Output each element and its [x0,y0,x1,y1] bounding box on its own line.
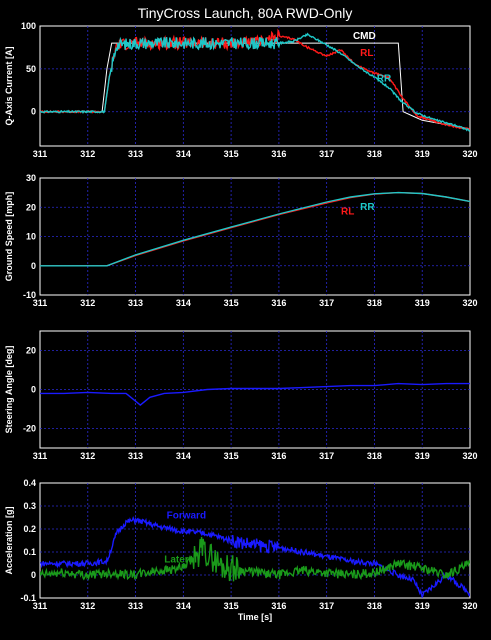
x-tick-label: 319 [415,149,430,159]
series-line-lateral [40,536,470,582]
x-tick-label: 316 [271,298,286,308]
x-tick-label: 314 [176,451,191,461]
series-line-rr [40,32,470,132]
y-tick-label: 100 [21,21,36,31]
x-tick-label: 311 [33,451,48,461]
y-axis-label: Q-Axis Current [A] [4,46,14,125]
x-tick-label: 316 [271,601,286,611]
plot-frame [39,482,471,599]
x-axis-label: Time [s] [238,612,272,622]
series-annotation: Forward [167,511,206,522]
x-tick-label: 320 [462,451,477,461]
x-tick-label: 313 [128,601,143,611]
x-tick-label: 317 [319,451,334,461]
x-tick-label: 318 [367,601,382,611]
y-tick-label: 10 [26,232,36,242]
series-annotation: RL [360,48,373,59]
y-tick-label: 0.3 [23,501,36,511]
y-tick-label: -20 [23,424,36,434]
x-tick-label: 319 [415,451,430,461]
y-tick-label: -10 [23,290,36,300]
x-tick-label: 311 [33,601,48,611]
y-tick-label: 20 [26,346,36,356]
panel-1: 311 312 313 314 315 316 317 318 319 320 0 50 100 Q-Ax… [4,21,478,159]
y-tick-label: 0.1 [23,547,36,557]
x-tick-label: 319 [415,298,430,308]
x-tick-label: 312 [80,451,95,461]
panel-4: 311 312 313 314 315 316 317 318 319 320 -0.1 0 0.1 0.… [4,478,478,622]
x-tick-label: 313 [128,451,143,461]
plots: 311 312 313 314 315 316 317 318 319 320050100Q-Ax… [4,21,478,622]
y-tick-label: 0 [31,385,36,395]
x-tick-label: 317 [319,298,334,308]
y-tick-label: 20 [26,202,36,212]
x-tick-label: 311 [33,298,48,308]
x-tick-label: 320 [462,149,477,159]
panel-2: 311 312 313 314 315 316 317 318 319 320 -10 0 10 20 30… [4,173,478,308]
series-line-forward [40,516,470,598]
x-tick-label: 314 [176,298,191,308]
series-line-cmd [40,42,470,130]
x-tick-label: 315 [224,298,239,308]
y-tick-label: 0 [31,570,36,580]
series-annotation: CMD [353,31,376,42]
y-axis-label: Acceleration [g] [4,506,14,574]
x-tick-label: 314 [176,601,191,611]
x-tick-label: 313 [128,149,143,159]
plot-frame [39,330,471,449]
x-tick-label: 317 [319,601,334,611]
series-annotation: RR [377,74,392,85]
x-tick-label: 318 [367,298,382,308]
y-axis-label: Steering Angle [deg] [4,346,14,434]
series-line-rr [40,191,470,267]
y-tick-label: 30 [26,173,36,183]
y-tick-label: -0.1 [20,593,36,603]
x-tick-label: 314 [176,149,191,159]
y-tick-label: 0.4 [23,478,36,488]
x-tick-label: 318 [367,451,382,461]
y-tick-label: 0 [31,107,36,117]
x-tick-label: 316 [271,451,286,461]
figure-title: TinyCross Launch, 80A RWD-Only [138,5,353,21]
x-tick-label: 315 [224,149,239,159]
y-tick-label: 50 [26,64,36,74]
x-tick-label: 320 [462,601,477,611]
x-tick-label: 312 [80,601,95,611]
x-tick-label: 315 [224,601,239,611]
x-tick-label: 312 [80,149,95,159]
series-annotation: Lateral [164,554,197,565]
x-tick-label: 315 [224,451,239,461]
series-annotation: RL [341,207,354,218]
panel-3: 311 312 313 314 315 316 317 318 319 320 -20 0 20 Stee… [4,330,478,461]
x-tick-label: 311 [33,149,48,159]
plot-frame [39,177,471,296]
x-tick-label: 320 [462,298,477,308]
x-tick-label: 319 [415,601,430,611]
y-axis-label: Ground Speed [mph] [4,192,14,282]
x-tick-label: 318 [367,149,382,159]
y-tick-label: 0.2 [23,524,36,534]
y-tick-label: 0 [31,261,36,271]
x-tick-label: 316 [271,149,286,159]
series-annotation: RR [360,202,375,213]
x-tick-label: 312 [80,298,95,308]
series-line [40,382,470,407]
x-tick-label: 313 [128,298,143,308]
x-tick-label: 317 [319,149,334,159]
